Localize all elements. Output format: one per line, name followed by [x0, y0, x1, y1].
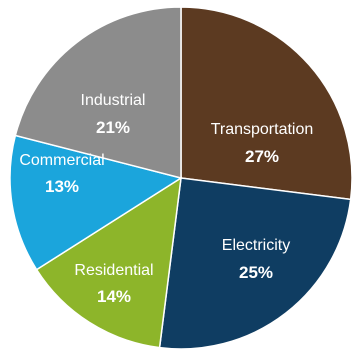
slice-label-transportation: Transportation 27% — [211, 121, 314, 166]
value-label: 14% — [97, 287, 131, 306]
pie-slice-industrial — [14, 6, 182, 179]
pie-slices — [9, 6, 353, 350]
category-label: Industrial — [81, 92, 146, 109]
slice-label-residential: Residential 14% — [74, 262, 153, 306]
slice-label-industrial: Industrial 21% — [81, 92, 146, 137]
category-label: Residential — [74, 262, 153, 279]
pie-slice-electricity — [158, 177, 352, 350]
category-label: Electricity — [222, 237, 290, 254]
value-label: 27% — [245, 147, 279, 166]
slice-label-electricity: Electricity 25% — [222, 237, 290, 282]
value-label: 21% — [96, 118, 130, 137]
category-label: Commercial — [19, 152, 104, 169]
pie-slice-residential — [35, 176, 182, 349]
slice-label-commercial: Commercial 13% — [19, 152, 104, 196]
pie-slice-transportation — [180, 6, 353, 201]
value-label: 13% — [45, 177, 79, 196]
value-label: 25% — [239, 263, 273, 282]
pie-slice-commercial — [9, 134, 183, 271]
category-label: Transportation — [211, 121, 314, 138]
